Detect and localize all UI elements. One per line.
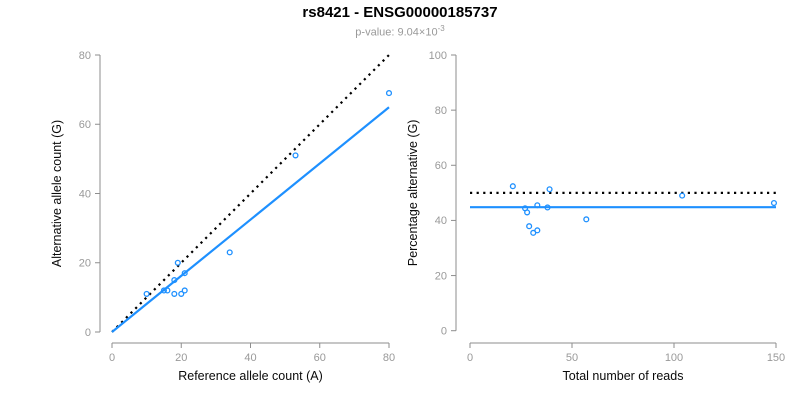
y-tick-label: 80 [79,50,91,62]
data-point [174,259,181,266]
data-point [546,186,553,193]
data-point [534,202,541,209]
pvalue-exponent: -3 [437,24,445,33]
y-tick-label: 60 [435,160,447,172]
x-tick-label: 150 [767,352,785,364]
figure-title: rs8421 - ENSG00000185737 [302,4,498,21]
data-point [171,277,178,284]
pvalue-label: p-value: [355,26,398,39]
x-axis-title: Reference allele count (A) [178,369,323,383]
pvalue-base: 9.04×10 [397,26,438,39]
x-tick-label: 20 [175,352,187,364]
x-tick-label: 60 [314,352,326,364]
data-point [534,227,541,234]
plot-percentage: 0 20 40 60 80 100 0 50 100 150 Percentage alternat… [406,50,785,383]
x-tick-label: 50 [566,352,578,364]
y-tick-label: 60 [79,119,91,131]
data-point [164,287,171,294]
data-point [181,270,188,277]
data-point [181,287,188,294]
data-point [583,216,590,223]
x-tick-label: 100 [665,352,683,364]
data-point [226,249,233,256]
x-axis-title: Total number of reads [563,369,684,383]
y-axis-title: Percentage alternative (G) [406,120,420,267]
plot-allele-counts: 0 20 40 60 80 0 20 40 60 80 Alternative allele cou… [50,50,395,383]
data-point [160,287,167,294]
figure-header: rs8421 - ENSG00000185737 p-value: 9.04×1… [0,4,800,40]
y-axis-title: Alternative allele count (G) [50,120,64,267]
x-tick-label: 0 [467,352,473,364]
fit-line [111,106,390,333]
x-tick-label: 80 [383,352,395,364]
data-point [385,90,393,97]
identity-line [111,54,390,333]
y-tick-label: 100 [429,50,447,62]
y-tick-label: 40 [79,188,91,200]
y-tick-label: 0 [441,326,447,338]
data-point [770,200,778,207]
data-point [171,290,178,297]
x-tick-label: 0 [109,352,115,364]
data-point [544,204,551,211]
y-tick-label: 0 [85,327,91,339]
y-tick-label: 80 [435,105,447,117]
data-point [143,290,150,297]
data-point [679,192,686,199]
data-point [524,209,531,216]
y-tick-label: 20 [79,258,91,270]
x-tick-label: 40 [244,352,256,364]
data-point [292,152,299,159]
data-point [509,183,516,190]
data-point [178,290,185,297]
figure-subtitle: p-value: 9.04×10-3 [0,22,800,40]
data-point [526,223,533,230]
y-tick-label: 20 [435,270,447,282]
y-tick-label: 40 [435,215,447,227]
